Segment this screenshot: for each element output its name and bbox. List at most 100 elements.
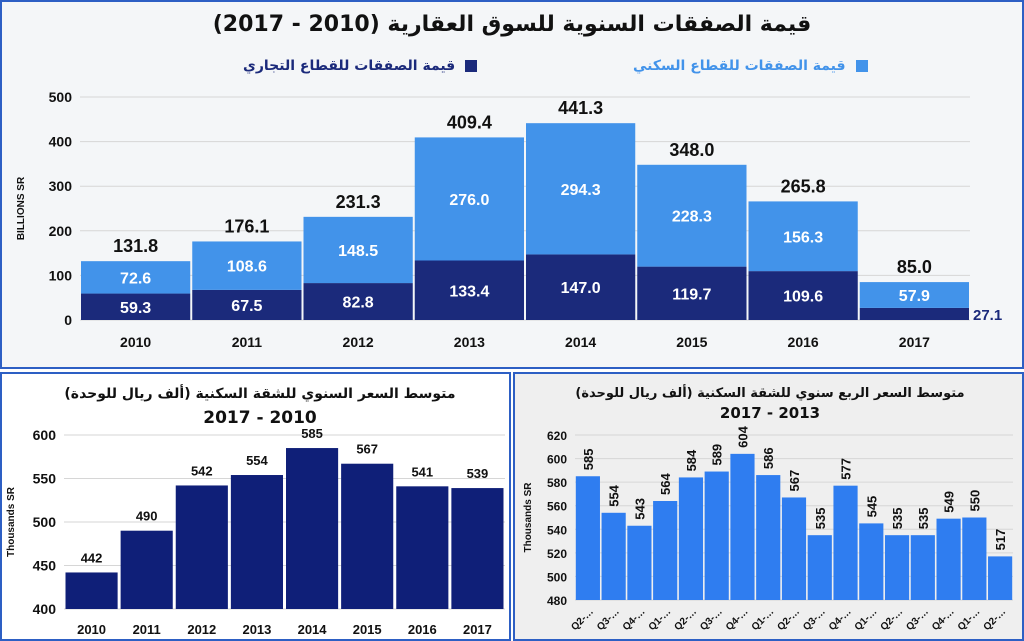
y-tick-label: 600 (33, 427, 57, 443)
x-tick-label: Q4-… (827, 606, 854, 633)
bar-commercial (192, 289, 302, 320)
data-label-residential: 156.3 (783, 229, 823, 246)
data-label: 541 (411, 464, 433, 479)
legend-swatch-residential (855, 60, 868, 72)
data-label: 604 (735, 425, 750, 447)
bar (627, 525, 652, 600)
data-label-total: 231.3 (336, 192, 381, 212)
x-tick-label: Q3-… (595, 606, 622, 633)
y-tick-label: 560 (547, 500, 567, 514)
bar-commercial (748, 271, 858, 320)
data-label: 490 (136, 509, 158, 524)
x-tick-label: 2017 (463, 622, 492, 637)
x-tick-label: Q2-… (982, 606, 1009, 633)
x-tick-label: 2015 (353, 622, 382, 637)
x-tick-label: Q4-… (930, 606, 957, 633)
y-tick-label: 100 (49, 267, 73, 283)
data-label: 554 (246, 453, 268, 468)
data-label-residential: 228.3 (672, 209, 712, 226)
data-label-total: 348.0 (669, 140, 714, 160)
y-tick-label: 500 (49, 89, 73, 105)
bar (936, 518, 961, 600)
data-label-commercial: 82.8 (343, 295, 374, 312)
data-label: 586 (761, 447, 776, 469)
bar (341, 463, 394, 609)
x-tick-label: Q3-… (801, 606, 828, 633)
bar-residential (748, 201, 858, 272)
bar (120, 530, 173, 609)
data-label-total: 265.8 (781, 176, 826, 196)
data-label-commercial: 67.5 (231, 298, 262, 315)
y-tick-label: 620 (547, 429, 567, 443)
x-tick-label: Q1-… (956, 606, 983, 633)
x-tick-label: Q1-… (750, 606, 777, 633)
x-tick-label: Q2-… (775, 606, 802, 633)
bar (653, 501, 678, 600)
data-label-commercial: 119.7 (672, 286, 711, 303)
bar (286, 448, 339, 609)
data-label: 589 (710, 444, 725, 466)
x-tick-label: 2010 (120, 334, 151, 350)
data-label: 585 (301, 426, 323, 441)
x-tick-label: 2013 (242, 622, 271, 637)
legend-label-commercial: قيمة الصفقات للقطاع التجاري (243, 58, 456, 74)
data-label: 567 (787, 470, 802, 492)
data-label: 577 (839, 458, 854, 480)
legend-item-residential: قيمة الصفقات للقطاع السكني (633, 58, 868, 74)
data-label-total: 131.8 (113, 236, 158, 256)
bar (833, 485, 858, 600)
y-tick-label: 200 (49, 223, 73, 239)
data-label: 584 (684, 449, 699, 471)
bar (230, 475, 283, 609)
x-tick-label: Q3-… (904, 606, 931, 633)
bar (601, 512, 626, 600)
data-label-residential: 148.5 (338, 243, 378, 260)
y-tick-label: 300 (49, 178, 73, 194)
data-label: 542 (191, 463, 213, 478)
chart-subtitle: 2017 - 2013 (719, 404, 821, 422)
bar-commercial (414, 260, 524, 320)
x-tick-label: 2011 (232, 334, 263, 350)
y-tick-label: 600 (547, 453, 567, 467)
bar (575, 476, 600, 600)
bar-residential (303, 216, 413, 284)
data-label: 585 (581, 449, 596, 471)
chart-title: متوسط السعر السنوي للشقة السكنية (ألف ري… (64, 386, 456, 402)
x-tick-label: Q1-… (647, 606, 674, 633)
y-tick-label: 450 (33, 558, 57, 574)
x-tick-label: Q4-… (621, 606, 648, 633)
x-tick-label: 2016 (788, 334, 819, 350)
bar (988, 556, 1013, 600)
bar-commercial (81, 293, 191, 320)
x-tick-label: 2010 (77, 622, 106, 637)
data-label: 543 (632, 498, 647, 520)
legend-item-commercial: قيمة الصفقات للقطاع التجاري (243, 58, 478, 74)
chart-title: متوسط السعر الربع سنوي للشقة السكنية (أل… (575, 386, 965, 401)
bar (910, 535, 935, 600)
data-label: 550 (967, 490, 982, 512)
data-label: 517 (993, 529, 1008, 551)
data-label-residential: 294.3 (561, 182, 601, 199)
x-tick-label: Q1-… (853, 606, 880, 633)
y-tick-label: 400 (33, 601, 57, 617)
data-label-commercial: 59.3 (120, 300, 151, 317)
data-label-residential: 108.6 (227, 259, 267, 276)
bar-commercial (526, 254, 636, 320)
x-tick-label: Q4-… (724, 606, 751, 633)
data-label-commercial: 109.6 (783, 289, 823, 306)
x-tick-label: Q2-… (672, 606, 699, 633)
legend-label-residential: قيمة الصفقات للقطاع السكني (633, 58, 846, 74)
bar-residential (526, 123, 636, 255)
bar-residential (414, 137, 524, 261)
bar (884, 535, 910, 600)
bar (859, 523, 884, 600)
bar (781, 497, 807, 600)
data-label: 549 (942, 491, 957, 513)
data-label-commercial: 147.0 (561, 280, 601, 297)
bar (451, 488, 504, 609)
y-tick-label: 0 (64, 312, 72, 328)
x-tick-label: 2017 (899, 334, 930, 350)
bar (678, 477, 704, 600)
y-tick-label: 400 (49, 134, 73, 150)
